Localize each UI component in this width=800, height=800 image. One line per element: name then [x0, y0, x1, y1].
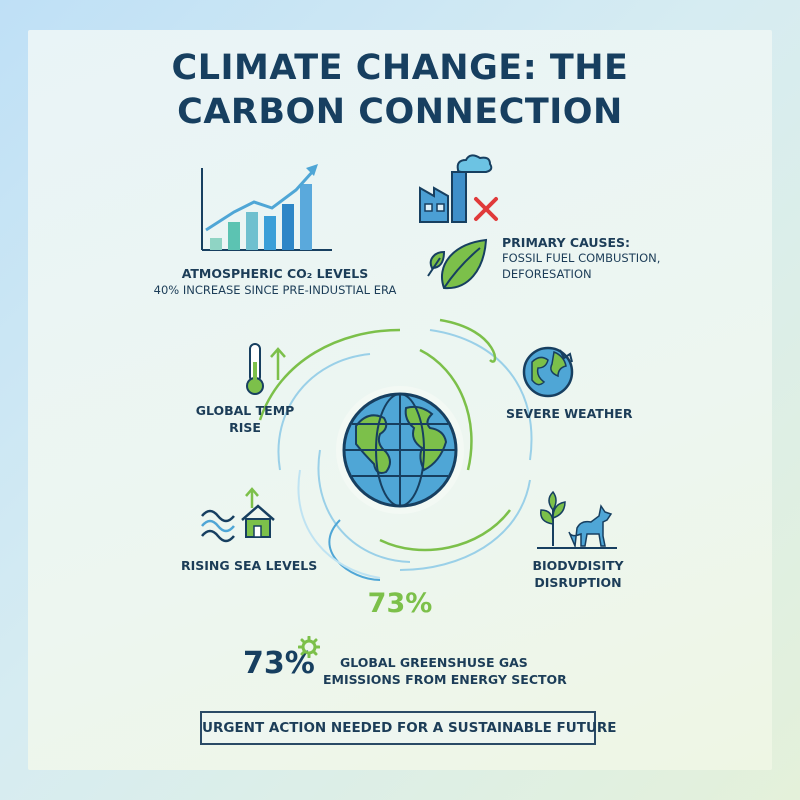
- gear-icon: [298, 636, 320, 658]
- leaf-icon: [427, 238, 488, 290]
- stat-green-percent: 73%: [367, 588, 433, 619]
- title-line-1: CLIMATE CHANGE: THE: [171, 48, 629, 88]
- causes-line-2: FOSSIL FUEL COMBUSTION,: [502, 251, 661, 265]
- weather-label: SEVERE WEATHER: [506, 406, 633, 421]
- co2-label: ATMOSPHERIC CO₂ LEVELS: [181, 266, 369, 281]
- cracked-globe-icon: [522, 346, 574, 398]
- stat-line-1: GLOBAL GREENSHUSE GAS: [340, 655, 528, 670]
- bar-chart-rising-icon: [201, 164, 332, 251]
- bio-label-1: BIODVDISITY: [532, 558, 624, 573]
- bio-label-2: DISRUPTION: [534, 575, 622, 590]
- causes-line-3: DEFORESATION: [502, 267, 592, 281]
- flood-house-icon: [201, 487, 275, 543]
- cross-icon: [474, 197, 498, 221]
- swirl-arcs: [258, 318, 533, 581]
- globe-icon: [336, 386, 464, 514]
- cta-banner: URGENT ACTION NEEDED FOR A SUSTAINABLE F…: [200, 711, 617, 745]
- stat-line-2: EMISSIONS FROM ENERGY SECTOR: [323, 672, 567, 687]
- temp-label-2: RISE: [229, 420, 261, 435]
- title-line-2: CARBON CONNECTION: [177, 92, 623, 132]
- causes-line-1: PRIMARY CAUSES:: [502, 235, 631, 250]
- factory-icon: [419, 154, 493, 223]
- thermometer-icon: [246, 343, 286, 395]
- temp-label-1: GLOBAL TEMP: [195, 403, 295, 418]
- sea-label: RISING SEA LEVELS: [181, 558, 318, 573]
- page-title: CLIMATE CHANGE: THE CARBON CONNECTION: [0, 46, 800, 134]
- wolf-plant-icon: [537, 490, 617, 549]
- co2-detail: 40% INCREASE SINCE PRE-INDUSTIAL ERA: [153, 283, 397, 297]
